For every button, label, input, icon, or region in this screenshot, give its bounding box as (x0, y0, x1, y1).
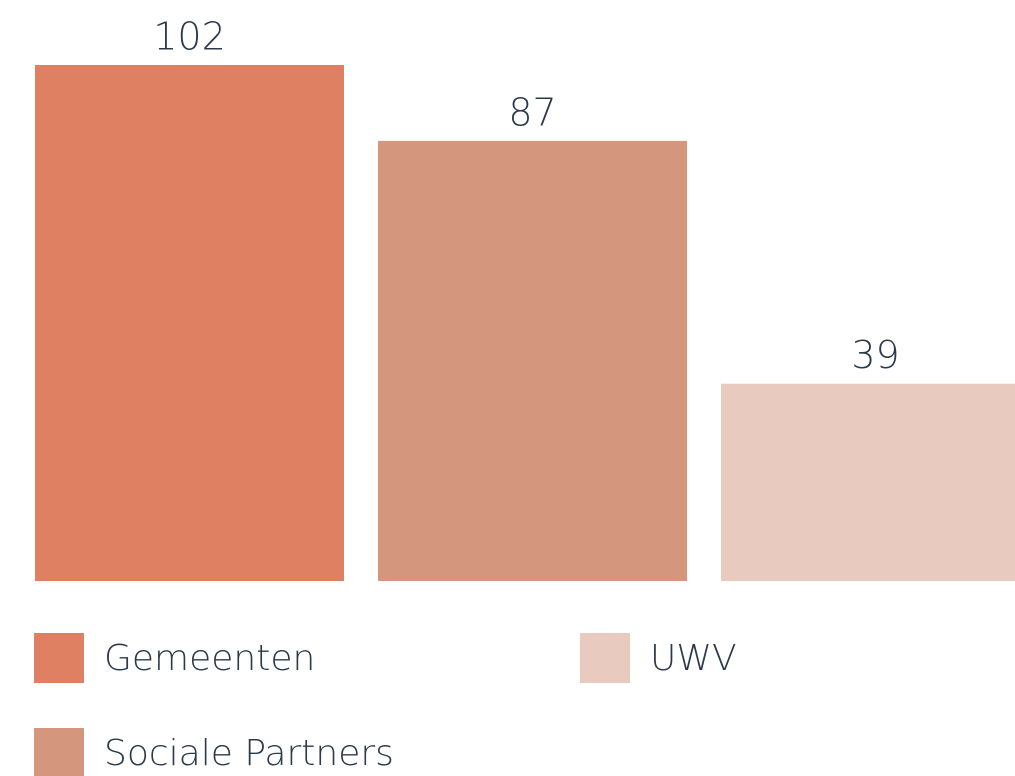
legend-swatch (34, 728, 84, 776)
value-label: 102 (153, 15, 226, 59)
legend-label: Gemeenten (104, 638, 315, 679)
legend-swatch (34, 633, 84, 683)
bar (721, 383, 1015, 581)
bar (378, 140, 687, 581)
value-label: 39 (851, 333, 899, 377)
legend-label: UWV (650, 638, 737, 679)
legend-swatch (580, 633, 630, 683)
bar (35, 65, 344, 581)
legend-label: Sociale Partners (104, 733, 394, 774)
value-label: 87 (508, 90, 556, 134)
